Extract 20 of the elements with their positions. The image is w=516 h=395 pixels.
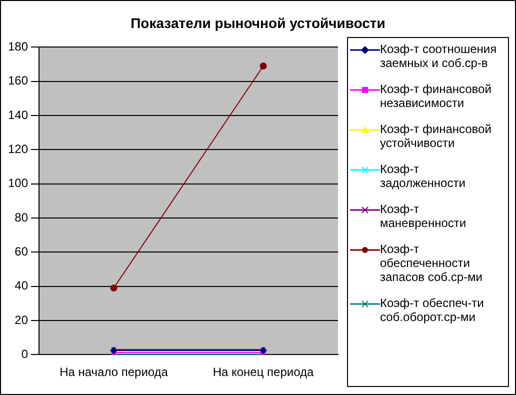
legend-label: Коэф-т задолженности <box>380 162 466 190</box>
legend-label: Коэф-т обеспеч-ти соб.оборот.ср-ми <box>380 296 485 324</box>
y-tick-label: 120 <box>8 142 28 156</box>
y-tick-label: 40 <box>14 278 28 293</box>
y-tick-label: 180 <box>8 40 28 54</box>
legend-label: Коэф-т финансовой независимости <box>380 82 492 110</box>
legend-label: Коэф-т маневренности <box>380 202 468 230</box>
y-tick-label: 20 <box>14 312 28 327</box>
y-tick-label: 140 <box>8 108 28 122</box>
y-tick-label: 0 <box>21 346 28 361</box>
y-tick-label: 60 <box>14 244 28 258</box>
y-tick-label: 80 <box>14 210 28 224</box>
y-tick-label: 160 <box>8 74 28 88</box>
legend-label: Коэф-т соотношения заемных и соб.ср-в <box>380 42 498 70</box>
x-tick-label: На начало периода <box>60 365 168 380</box>
legend-label: Коэф-т обеспеченности запасов соб.ср-ми <box>380 242 484 284</box>
legend-label: Коэф-т финансовой устойчивости <box>380 122 492 150</box>
x-tick-label: На конец периода <box>212 365 314 380</box>
chart-title: Показатели рыночной устойчивости <box>130 15 386 31</box>
y-tick-label: 100 <box>8 176 28 190</box>
